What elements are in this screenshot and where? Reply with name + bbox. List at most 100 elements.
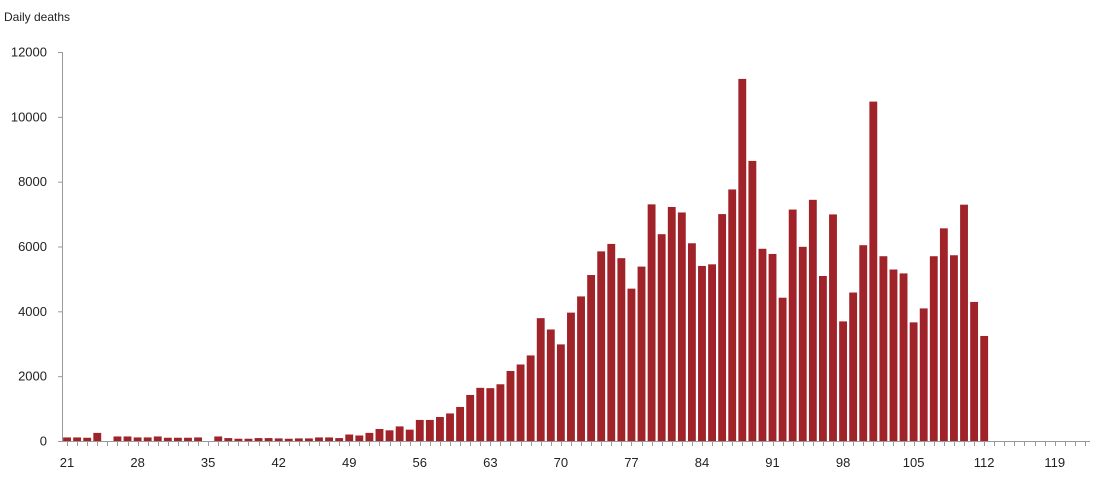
bar bbox=[970, 301, 979, 441]
bar bbox=[63, 437, 71, 441]
bar bbox=[294, 438, 303, 441]
bar bbox=[889, 269, 898, 441]
bar bbox=[950, 255, 958, 441]
x-axis: 21 28 35 42 49 56 63 70 77 84 91 98 105 112 119 bbox=[60, 441, 1086, 470]
bar bbox=[506, 370, 515, 441]
x-tick-label: 70 bbox=[554, 455, 568, 470]
y-axis: 0 2000 4000 6000 8000 10000 12000 bbox=[11, 45, 62, 449]
bar bbox=[93, 432, 102, 441]
x-tick-label: 105 bbox=[903, 455, 925, 470]
bar bbox=[869, 101, 878, 441]
bar bbox=[788, 209, 797, 441]
bar bbox=[758, 248, 767, 441]
bar bbox=[627, 288, 636, 441]
bar bbox=[446, 413, 454, 441]
bar bbox=[556, 344, 565, 441]
bar bbox=[909, 322, 918, 441]
bar bbox=[466, 394, 475, 441]
bar bbox=[667, 206, 676, 441]
y-tick-label: 4000 bbox=[18, 304, 47, 319]
bar bbox=[687, 243, 696, 441]
bar bbox=[304, 438, 313, 441]
bar bbox=[476, 387, 485, 441]
bar bbox=[496, 384, 505, 441]
bar bbox=[859, 245, 868, 441]
x-tick-label: 28 bbox=[130, 455, 144, 470]
x-tick-label: 77 bbox=[624, 455, 638, 470]
bar bbox=[899, 273, 908, 441]
bar bbox=[335, 438, 344, 441]
x-tick-label: 63 bbox=[483, 455, 497, 470]
bar bbox=[677, 212, 686, 441]
bar bbox=[516, 364, 525, 441]
bar bbox=[375, 429, 384, 441]
bar bbox=[264, 438, 273, 441]
bar bbox=[244, 438, 253, 441]
bar bbox=[808, 199, 817, 441]
bar bbox=[718, 214, 727, 441]
x-tick-label: 91 bbox=[765, 455, 779, 470]
y-tick-label: 0 bbox=[40, 434, 47, 449]
bar bbox=[607, 243, 616, 441]
x-tick-label: 56 bbox=[413, 455, 427, 470]
bar bbox=[748, 160, 757, 442]
x-tick-label: 98 bbox=[836, 455, 850, 470]
x-tick-label: 84 bbox=[695, 455, 709, 470]
bar bbox=[325, 437, 334, 441]
bars-group bbox=[63, 78, 989, 442]
bar bbox=[919, 308, 928, 441]
bar bbox=[365, 432, 374, 441]
bar bbox=[960, 204, 968, 441]
bar bbox=[355, 435, 364, 441]
bar bbox=[768, 253, 777, 441]
bar bbox=[597, 251, 606, 441]
bar bbox=[647, 204, 656, 441]
bar bbox=[254, 438, 263, 441]
bar bbox=[315, 437, 323, 441]
bar bbox=[184, 437, 192, 441]
bar bbox=[577, 296, 585, 441]
bar bbox=[133, 437, 142, 441]
bar bbox=[818, 275, 827, 441]
bar bbox=[214, 436, 223, 441]
bar bbox=[778, 297, 787, 441]
bar bbox=[173, 437, 182, 441]
bar bbox=[123, 436, 132, 441]
y-tick-label: 6000 bbox=[18, 239, 47, 254]
bar bbox=[526, 355, 535, 441]
y-tick-label: 8000 bbox=[18, 174, 47, 189]
bar bbox=[415, 419, 424, 441]
bar bbox=[395, 426, 404, 441]
y-tick-label: 2000 bbox=[18, 369, 47, 384]
bar bbox=[939, 228, 948, 441]
bar bbox=[224, 438, 233, 441]
bar bbox=[284, 438, 293, 441]
bar bbox=[546, 329, 555, 441]
bar bbox=[153, 436, 162, 441]
bar bbox=[657, 234, 666, 441]
x-tick-label: 21 bbox=[60, 455, 74, 470]
bar bbox=[728, 189, 737, 441]
bar bbox=[617, 258, 626, 441]
bar bbox=[436, 417, 444, 441]
x-tick-label: 35 bbox=[201, 455, 215, 470]
bar bbox=[345, 434, 354, 441]
x-tick-label: 49 bbox=[342, 455, 356, 470]
bar bbox=[708, 264, 716, 441]
bar bbox=[73, 437, 82, 441]
bar bbox=[839, 321, 848, 441]
bar bbox=[849, 292, 858, 441]
bar bbox=[113, 436, 122, 441]
x-tick-label: 112 bbox=[974, 455, 995, 470]
x-tick-label: 119 bbox=[1044, 455, 1065, 470]
bar bbox=[385, 430, 394, 441]
bar bbox=[143, 437, 152, 441]
bar bbox=[274, 438, 283, 441]
bar bbox=[83, 437, 92, 441]
bar bbox=[587, 275, 596, 441]
bar bbox=[536, 318, 545, 441]
bar bbox=[738, 78, 747, 442]
y-axis-label: Daily deaths bbox=[4, 10, 70, 24]
bar bbox=[194, 437, 202, 441]
